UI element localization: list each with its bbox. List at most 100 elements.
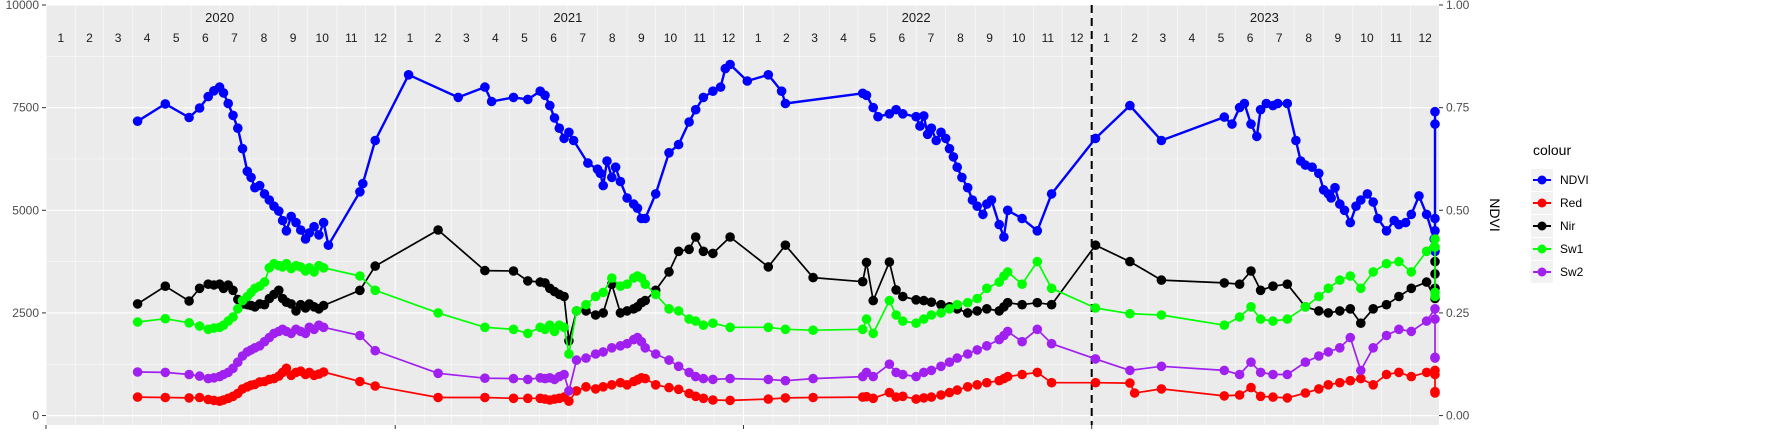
right-y-axis: 1.00 0.75 0.50 0.25 0.00 [1439, 0, 1470, 423]
data-point-red [1268, 392, 1278, 402]
data-point-sw2 [1421, 316, 1432, 326]
data-point-ndvi [1362, 189, 1373, 199]
data-point-red [1430, 386, 1440, 397]
legend-item-sw2: Sw2 [1531, 261, 1584, 283]
data-point-sw2 [763, 374, 774, 385]
series-nir [132, 225, 1440, 346]
data-point-ndvi [568, 135, 579, 146]
data-point-sw2 [919, 367, 929, 378]
month-label: 8 [609, 31, 616, 45]
data-point-ndvi [595, 168, 606, 179]
data-point-sw1 [590, 291, 601, 302]
data-point-sw1 [523, 328, 533, 339]
data-point-nir [1421, 277, 1432, 287]
data-point-ndvi [632, 203, 643, 213]
data-point-sw1 [936, 308, 946, 318]
data-point-sw1 [1323, 283, 1334, 294]
right-tick-label: 0.00 [1446, 409, 1470, 423]
legend-item-ndvi: NDVI [1531, 169, 1589, 191]
data-point-ndvi [1239, 98, 1250, 109]
data-point-red [1282, 393, 1293, 403]
data-point-ndvi [607, 172, 617, 183]
data-point-sw1 [132, 317, 143, 327]
month-label: 4 [1189, 31, 1196, 45]
data-point-nir [1406, 283, 1417, 294]
data-point-ndvi [690, 104, 701, 115]
data-point-sw1 [808, 325, 818, 336]
data-point-red [1002, 371, 1013, 382]
data-point-ndvi [944, 143, 955, 154]
data-point-sw2 [184, 369, 194, 380]
data-point-nir [132, 299, 143, 309]
data-point-ndvi [309, 221, 319, 232]
data-point-sw1 [919, 314, 929, 324]
month-label: 11 [1042, 31, 1055, 45]
legend: colour NDVI Red Nir Sw1 Sw2 [1531, 142, 1589, 283]
data-point-nir [1090, 240, 1101, 250]
data-point-nir [1255, 285, 1266, 296]
data-point-sw1 [962, 297, 973, 308]
data-point-red [1406, 371, 1417, 382]
month-label: 1 [407, 31, 414, 45]
data-point-sw2 [650, 349, 661, 359]
data-point-sw1 [1430, 234, 1440, 244]
data-point-sw1 [508, 324, 519, 335]
right-axis-title: NDVI [1487, 198, 1503, 231]
data-point-red [1234, 390, 1245, 400]
data-point-ndvi [610, 162, 621, 172]
month-label: 6 [550, 31, 557, 45]
data-point-sw1 [1017, 279, 1027, 290]
data-point-nir [673, 246, 684, 257]
data-point-ndvi [1414, 191, 1424, 201]
data-point-red [564, 396, 574, 407]
month-label: 11 [693, 31, 706, 45]
month-label: 12 [1418, 31, 1432, 45]
month-label: 12 [722, 31, 736, 45]
legend-label: Nir [1560, 219, 1575, 233]
data-point-red [1255, 391, 1266, 402]
month-label: 4 [840, 31, 847, 45]
month-label: 9 [290, 31, 297, 45]
data-point-sw1 [1300, 302, 1311, 312]
data-point-sw1 [1032, 256, 1043, 267]
month-label: 8 [957, 31, 964, 45]
year-label-2023: 2023 [1250, 10, 1279, 25]
data-point-ndvi [274, 206, 284, 216]
data-point-ndvi [1291, 135, 1301, 146]
data-point-ndvi [664, 148, 674, 158]
data-point-sw2 [370, 345, 381, 356]
data-point-ndvi [725, 59, 735, 70]
data-point-sw2 [1345, 332, 1356, 343]
data-point-sw2 [962, 349, 973, 359]
data-point-ndvi [1090, 133, 1101, 144]
data-point-ndvi [1406, 209, 1417, 220]
data-point-ndvi [1400, 217, 1411, 228]
data-point-sw2 [1255, 367, 1266, 378]
data-point-sw2 [926, 365, 937, 376]
data-point-sw2 [690, 371, 701, 382]
data-point-nir [286, 299, 297, 309]
month-label: 7 [231, 31, 238, 45]
data-point-nir [725, 232, 735, 242]
data-point-ndvi [1002, 205, 1013, 216]
data-point-ndvi [1227, 119, 1237, 129]
data-point-sw2 [952, 353, 962, 363]
data-point-ndvi [962, 182, 973, 193]
data-point-sw2 [698, 373, 709, 384]
data-point-red [508, 393, 519, 404]
data-point-ndvi [453, 92, 464, 103]
month-label: 6 [1247, 31, 1254, 45]
data-point-ndvi [602, 156, 612, 166]
data-point-ndvi [1156, 135, 1167, 146]
data-point-nir [523, 276, 533, 286]
data-point-ndvi [1373, 213, 1383, 224]
data-point-ndvi [233, 123, 243, 133]
data-point-ndvi [554, 123, 565, 133]
data-point-sw1 [891, 310, 901, 320]
data-point-sw1 [1394, 256, 1404, 267]
data-point-sw1 [622, 279, 632, 290]
data-point-ndvi [291, 217, 301, 228]
data-point-red [690, 391, 701, 402]
data-point-red [1335, 377, 1345, 388]
data-point-ndvi [931, 135, 941, 146]
